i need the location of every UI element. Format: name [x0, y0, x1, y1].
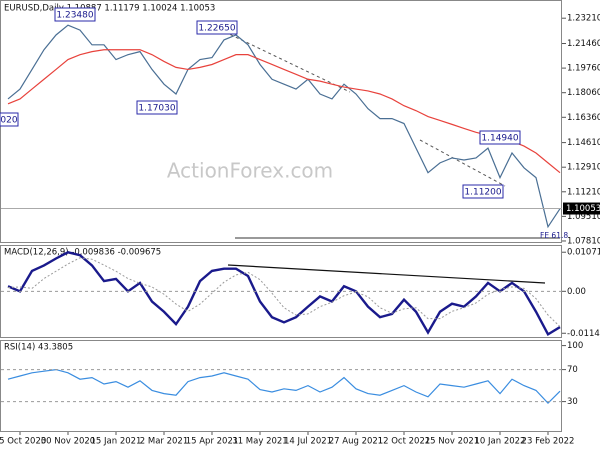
annotation-label: 1.23480 [56, 11, 93, 21]
annotation-label: 1.11200 [464, 188, 501, 198]
x-tick-label: 23 Feb 2022 [522, 437, 575, 447]
series-line [7, 368, 561, 405]
macd-trend-line [227, 264, 546, 284]
y-tick-label: 0.00 [567, 287, 586, 297]
annotation: 020 [0, 112, 19, 127]
annotation: 1.14940 [479, 130, 521, 145]
y-tick-label: 1.21460 [567, 39, 600, 49]
series-line [7, 251, 561, 337]
x-tick-label: 10 Jan 2022 [475, 437, 526, 447]
annotation: 1.22650 [196, 20, 238, 35]
x-tick-label: 14 Jul 2021 [284, 437, 332, 447]
y-tick-label: 30 [567, 397, 578, 407]
annotation-label: 1.14940 [481, 134, 518, 144]
trend-line [224, 31, 351, 93]
x-tick-label: 12 Oct 2021 [378, 437, 431, 447]
rsi-pane [0, 340, 562, 432]
y-tick-label: 0.010719 [567, 248, 600, 258]
annotation: 1.23480 [54, 7, 96, 22]
y-tick-label: 1.12910 [567, 163, 600, 173]
y-tick-label: 1.19760 [567, 64, 600, 74]
price-pane [0, 0, 562, 243]
y-tick-label: 1.14610 [567, 138, 600, 148]
y-tick-label: 1.07810 [567, 236, 600, 246]
annotation: 1.17030 [136, 100, 178, 115]
y-tick-label: 1.16360 [567, 113, 600, 123]
x-tick-label: 15 Oct 2020 [0, 437, 46, 447]
watermark: ActionForex.com [167, 159, 333, 183]
y-tick-label: 1.09510 [567, 212, 600, 222]
y-tick-label: 70 [567, 365, 578, 375]
fe-label: FE 61.8 [540, 231, 568, 240]
y-tick-label: 100 [567, 341, 583, 351]
annotation-label: 020 [0, 116, 17, 126]
y-tick-label: 1.23210 [567, 14, 600, 24]
x-tick-label: 31 May 2021 [232, 437, 287, 447]
series-line [7, 24, 561, 229]
annotation: 1.11200 [462, 184, 504, 199]
series-line [7, 257, 561, 328]
trend-line [419, 139, 506, 187]
x-tick-label: 15 Jan 2021 [91, 437, 142, 447]
x-tick-label: 30 Nov 2020 [41, 437, 95, 447]
x-tick-label: 2 Mar 2021 [140, 437, 188, 447]
y-tick-label: 1.11210 [567, 187, 600, 197]
annotation-label: 1.22650 [198, 24, 235, 34]
macd-title: MACD(12,26,9) -0.009836 -0.009675 [4, 248, 161, 258]
x-tick-label: 15 Apr 2021 [186, 437, 239, 447]
rsi-title: RSI(14) 43.3805 [4, 343, 73, 353]
price-title: EURUSD,Daily 1.10887 1.11179 1.10024 1.1… [4, 4, 215, 14]
x-tick-label: 25 Nov 2021 [425, 437, 479, 447]
last-price-label: 1.10053 [566, 204, 600, 214]
annotation-label: 1.17030 [138, 104, 175, 114]
y-tick-label: -0.011499 [567, 329, 600, 339]
y-tick-label: 1.18060 [567, 88, 600, 98]
series-line [7, 49, 561, 174]
x-tick-label: 27 Aug 2021 [329, 437, 383, 447]
last-price-box [563, 202, 600, 215]
